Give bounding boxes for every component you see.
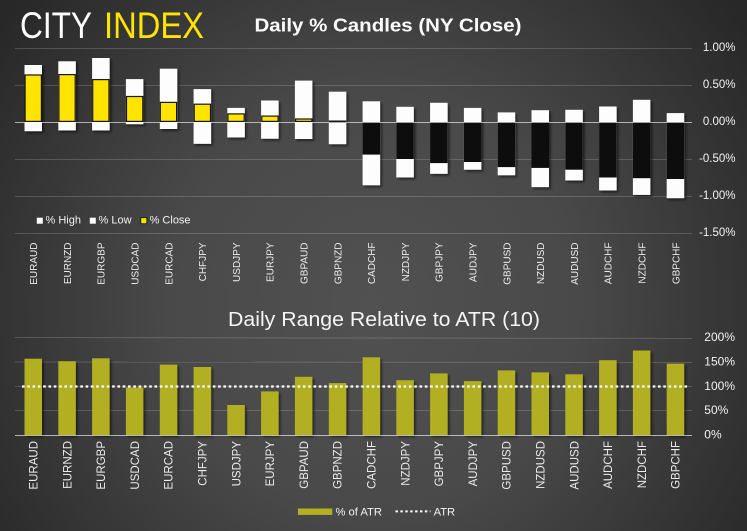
svg-text:CHFJPY: CHFJPY [198,242,209,281]
svg-text:NZDUSD: NZDUSD [536,243,547,285]
svg-text:NZDJPY: NZDJPY [401,242,412,281]
svg-text:USDCAD: USDCAD [131,243,142,285]
svg-text:AUDUSD: AUDUSD [570,243,581,285]
svg-text:0.00%: 0.00% [703,116,736,128]
svg-text:CADCHF: CADCHF [367,441,379,489]
svg-text:% of ATR: % of ATR [336,507,382,519]
svg-text:-0.50%: -0.50% [699,153,735,165]
svg-text:GBPUSD: GBPUSD [502,243,513,285]
svg-text:NZDCHF: NZDCHF [637,441,649,488]
svg-text:150%: 150% [704,355,735,369]
svg-text:USDJPY: USDJPY [232,242,243,282]
svg-text:-1.50%: -1.50% [699,227,735,239]
svg-text:USDJPY: USDJPY [231,441,243,487]
svg-text:GBPJPY: GBPJPY [435,242,446,282]
svg-text:INDEX: INDEX [104,5,204,46]
svg-text:ATR: ATR [434,507,456,519]
svg-text:AUDCHF: AUDCHF [603,441,615,489]
svg-text:NZDUSD: NZDUSD [536,441,548,489]
svg-text:AUDJPY: AUDJPY [468,441,480,487]
svg-text:50%: 50% [704,403,728,417]
svg-text:EURNZD: EURNZD [62,441,74,489]
svg-text:EURNZD: EURNZD [63,243,74,285]
svg-text:EURCAD: EURCAD [164,243,175,285]
svg-text:EURGBP: EURGBP [96,441,108,490]
svg-text:CHFJPY: CHFJPY [198,441,210,486]
svg-text:GBPCHF: GBPCHF [671,243,682,285]
svg-text:GBPUSD: GBPUSD [502,441,514,490]
svg-text:EURAUD: EURAUD [29,243,40,285]
svg-text:GBPCHF: GBPCHF [671,441,683,489]
svg-text:EURGBP: EURGBP [97,242,108,285]
svg-text:GBPAUD: GBPAUD [300,243,311,285]
svg-text:AUDCHF: AUDCHF [604,243,615,285]
svg-text:-1.00%: -1.00% [699,190,735,202]
svg-text:200%: 200% [704,330,735,344]
svg-text:CITY: CITY [20,5,92,46]
svg-text:AUDJPY: AUDJPY [469,242,480,282]
svg-text:AUDUSD: AUDUSD [569,441,581,490]
svg-text:USDCAD: USDCAD [130,441,142,490]
svg-text:100%: 100% [704,379,735,393]
svg-text:Daily Range Relative to ATR (1: Daily Range Relative to ATR (10) [228,309,540,331]
svg-text:GBPJPY: GBPJPY [434,441,446,487]
svg-text:EURJPY: EURJPY [265,441,277,487]
svg-text:EURAUD: EURAUD [29,441,41,490]
svg-text:EURJPY: EURJPY [266,242,277,282]
svg-text:GBPNZD: GBPNZD [333,441,345,489]
svg-text:% Low: % Low [99,214,132,226]
svg-text:GBPAUD: GBPAUD [299,441,311,489]
svg-text:Daily % Candles (NY Close): Daily % Candles (NY Close) [255,16,522,36]
svg-text:CADCHF: CADCHF [367,243,378,285]
svg-text:1.00%: 1.00% [703,42,736,54]
svg-text:EURCAD: EURCAD [164,441,176,490]
svg-text:NZDJPY: NZDJPY [400,441,412,486]
svg-text:% High: % High [46,214,81,226]
svg-text:0.50%: 0.50% [703,79,736,91]
svg-text:NZDCHF: NZDCHF [638,243,649,284]
svg-text:GBPNZD: GBPNZD [333,243,344,285]
svg-text:0%: 0% [704,428,722,442]
svg-text:% Close: % Close [150,214,191,226]
